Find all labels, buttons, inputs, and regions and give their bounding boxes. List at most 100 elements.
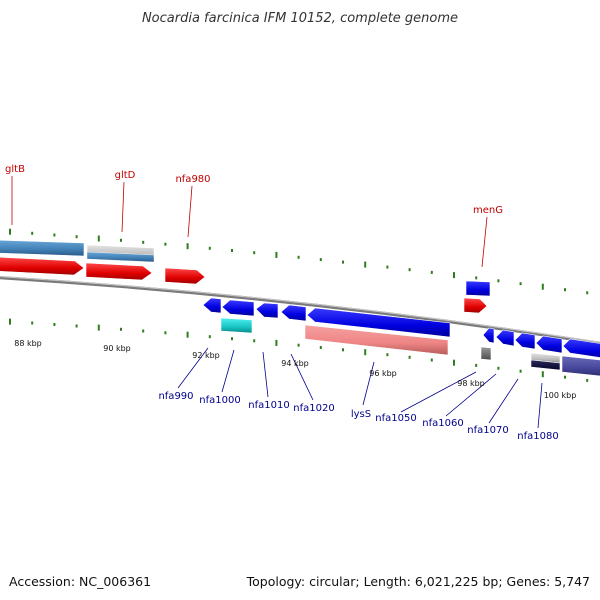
lower-tick-18 [408, 355, 411, 359]
lower-tick-20 [453, 359, 455, 366]
lower-tick-3 [75, 324, 78, 328]
accession-text: Accession: NC_006361 [9, 574, 151, 589]
lower-tick-16 [364, 349, 367, 356]
upper-tick-14 [319, 258, 322, 262]
genome-backbone-highlight [0, 276, 600, 343]
gene-menG[interactable] [463, 297, 488, 314]
lower-tick-21 [475, 363, 478, 367]
gene-gltD-steel[interactable] [86, 251, 155, 263]
upper-tick-17 [386, 265, 389, 269]
lower-tick-25 [564, 375, 566, 379]
upper-tick-4 [97, 235, 100, 242]
upper-tick-8 [186, 243, 189, 250]
gene-blue-edge[interactable] [562, 338, 600, 359]
gene-nfa1010[interactable] [255, 302, 279, 319]
label-nfa1050[interactable]: nfa1050 [375, 413, 416, 424]
gene-nfa1070[interactable] [514, 332, 536, 350]
label-nfa980[interactable]: nfa980 [175, 174, 210, 185]
gene-cyan[interactable] [220, 317, 253, 334]
label-gltD[interactable]: gltD [115, 170, 136, 181]
top-leader-lines [11, 176, 488, 268]
gene-darkgray[interactable] [480, 346, 492, 361]
upper-tick-25 [564, 288, 566, 292]
lower-tick-4 [97, 324, 100, 331]
genome-backbone [0, 276, 600, 346]
upper-tick-2 [53, 233, 56, 237]
lower-tick-7 [164, 331, 167, 335]
lower-tick-17 [386, 353, 389, 357]
tick-label-92: 92 kbp [192, 351, 220, 360]
gene-red-1[interactable] [0, 256, 85, 276]
lower-tick-12 [275, 339, 278, 346]
upper-tick-21 [475, 276, 478, 280]
upper-tick-26 [586, 291, 589, 295]
map-title: Nocardia farcinica IFM 10152, complete g… [142, 11, 458, 26]
lower-tick-24 [541, 371, 544, 378]
upper-tick-16 [364, 261, 367, 268]
upper-tick-24 [541, 283, 544, 290]
upper-tick-5 [120, 238, 122, 242]
upper-tick-12 [275, 251, 278, 258]
lower-tick-22 [497, 366, 500, 370]
lower-tick-19 [430, 358, 433, 362]
tick-label-94: 94 kbp [281, 359, 309, 368]
label-nfa1080[interactable]: nfa1080 [517, 431, 558, 442]
top-strand-row1 [0, 239, 155, 263]
tick-label-96: 96 kbp [369, 369, 397, 378]
lower-tick-1 [31, 321, 34, 325]
lower-tick-10 [231, 337, 233, 341]
upper-tick-18 [408, 268, 411, 272]
gene-dark-small[interactable] [530, 359, 561, 371]
lower-tick-8 [186, 331, 189, 338]
label-nfa990[interactable]: nfa990 [158, 391, 193, 402]
gene-nfa990[interactable] [202, 297, 222, 314]
gene-nfa1000[interactable] [221, 299, 255, 317]
gene-nfa1060[interactable] [495, 329, 515, 347]
label-gltB[interactable]: gltB [5, 164, 25, 175]
upper-tick-0 [9, 228, 11, 235]
gene-red-2[interactable] [85, 262, 153, 281]
lower-tick-5 [120, 327, 122, 331]
gene-menG-blue[interactable] [465, 280, 491, 297]
label-lysS[interactable]: lysS [351, 409, 371, 420]
label-nfa1070[interactable]: nfa1070 [467, 425, 508, 436]
lower-tick-track [9, 318, 589, 382]
gene-gltB[interactable] [0, 239, 85, 257]
label-menG[interactable]: menG [473, 205, 503, 216]
label-nfa1060[interactable]: nfa1060 [422, 418, 463, 429]
lower-tick-23 [519, 369, 522, 373]
gene-nfa1050[interactable] [482, 327, 495, 344]
upper-tick-23 [519, 282, 522, 286]
top-strand-row2 [0, 256, 488, 314]
gene-nfa1020[interactable] [280, 304, 307, 322]
gene-nfa980[interactable] [164, 267, 206, 285]
gene-lysS[interactable] [306, 307, 451, 338]
lower-tick-14 [319, 346, 322, 349]
gene-navy[interactable] [561, 355, 600, 377]
bottom-strand-row2 [220, 317, 600, 377]
upper-tick-11 [253, 251, 256, 255]
upper-tick-19 [430, 270, 433, 274]
tick-label-100: 100 kbp [544, 391, 577, 400]
bottom-leader-lines [177, 347, 543, 429]
gene-salmon[interactable] [304, 324, 449, 356]
upper-tick-13 [297, 255, 300, 259]
label-nfa1000[interactable]: nfa1000 [199, 395, 240, 406]
lower-tick-15 [342, 348, 344, 352]
lower-tick-26 [586, 378, 589, 382]
tick-label-90: 90 kbp [103, 344, 131, 353]
lower-tick-6 [142, 329, 145, 333]
label-nfa1010[interactable]: nfa1010 [248, 400, 289, 411]
lower-tick-9 [208, 335, 211, 339]
upper-tick-20 [453, 272, 455, 279]
genome-summary-text: Topology: circular; Length: 6,021,225 bp… [246, 574, 590, 589]
gene-nfa1080[interactable] [535, 335, 563, 354]
lower-tick-2 [53, 323, 56, 326]
bottom-strand-row1 [202, 297, 600, 359]
upper-tick-6 [142, 240, 145, 244]
label-nfa1020[interactable]: nfa1020 [293, 403, 334, 414]
upper-tick-9 [208, 246, 211, 250]
lower-tick-0 [9, 318, 11, 325]
upper-tick-22 [497, 279, 500, 283]
